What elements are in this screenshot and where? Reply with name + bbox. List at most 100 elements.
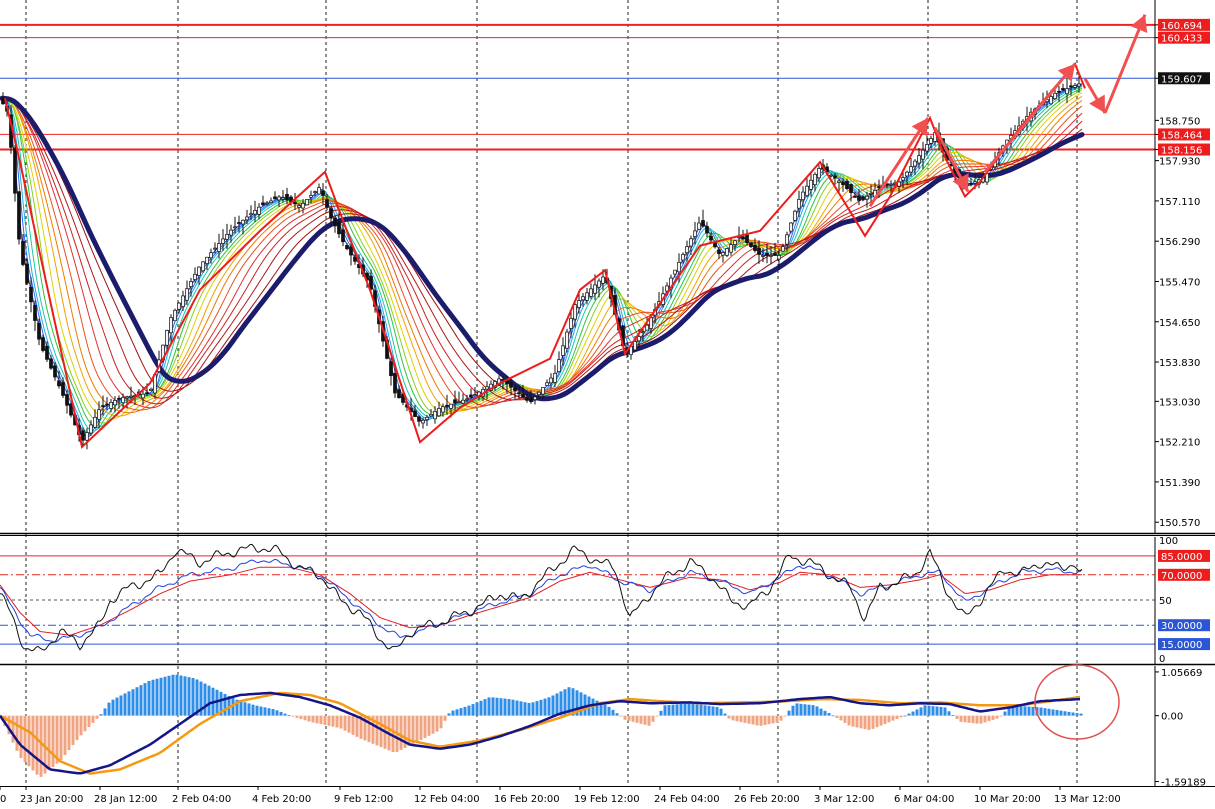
candle-body — [753, 245, 757, 251]
macd-histogram-bar — [915, 709, 919, 716]
macd-histogram-bar — [591, 698, 595, 716]
forecast-arrow-shaft — [983, 62, 1077, 173]
stochastic-level-label: 30.0000 — [1161, 621, 1202, 632]
stochastic-level-tag — [1158, 568, 1210, 581]
price-panel: 160.694 160.433 159.607 158.750 158.464 158.1… — [0, 0, 1215, 786]
candle-body — [177, 302, 181, 310]
macd-histogram-bar — [731, 715, 735, 721]
macd-histogram-bar — [867, 715, 871, 730]
candle-body — [517, 392, 521, 395]
macd-histogram-bar — [691, 703, 695, 716]
time-tick-label: 9 Feb 12:00 — [334, 794, 393, 805]
macd-histogram-bar — [403, 715, 407, 748]
candle-body — [341, 229, 345, 243]
candle-body — [325, 199, 329, 208]
macd-histogram-bar — [599, 702, 603, 716]
candle-body — [21, 241, 25, 265]
macd-histogram-bar — [1051, 709, 1055, 716]
candle-body — [785, 234, 789, 245]
macd-histogram-bar — [767, 715, 771, 725]
price-axis-background — [1155, 0, 1215, 533]
candle-body — [249, 213, 253, 216]
candle-body — [745, 234, 749, 244]
macd-histogram-bar — [791, 705, 795, 716]
macd-histogram-bar — [95, 715, 99, 719]
candle-body — [257, 206, 261, 215]
macd-histogram-bar — [911, 711, 915, 716]
candle-body — [401, 393, 405, 403]
macd-histogram-bar — [579, 692, 583, 716]
macd-histogram-bar — [747, 715, 751, 724]
macd-histogram-bar — [147, 681, 151, 716]
macd-histogram-bar — [523, 702, 527, 716]
macd-histogram-bar — [675, 704, 679, 716]
macd-histogram-bar — [299, 715, 303, 720]
candle-body — [277, 196, 281, 201]
candle-body — [445, 404, 449, 407]
macd-histogram-bar — [87, 715, 91, 728]
candle-body — [789, 222, 793, 232]
stochastic-signal-line — [0, 558, 1083, 643]
macd-histogram-bar — [835, 715, 839, 718]
candle-body — [397, 389, 401, 399]
candle-body — [593, 284, 597, 294]
candle-body — [521, 393, 525, 398]
candle-body — [741, 236, 745, 240]
candle-body — [1069, 85, 1073, 88]
macd-histogram-bar — [1059, 710, 1063, 716]
candle-body — [733, 240, 737, 245]
macd-histogram-bar — [935, 706, 939, 716]
macd-histogram-bar — [355, 715, 359, 737]
macd-histogram-bar — [519, 701, 523, 716]
candle-body — [525, 396, 529, 401]
candle-body — [173, 309, 177, 322]
macd-histogram-bar — [423, 715, 427, 738]
macd-histogram-bar — [295, 715, 299, 718]
candle-body — [793, 210, 797, 221]
candle-body — [545, 382, 549, 386]
macd-tick-label: -1.59189 — [1161, 778, 1206, 789]
macd-histogram-bar — [871, 715, 875, 729]
macd-histogram-bar — [115, 697, 119, 716]
macd-axis-background — [1155, 666, 1215, 786]
macd-histogram-bar — [471, 704, 475, 716]
macd-histogram-bar — [855, 715, 859, 728]
macd-histogram-bar — [459, 708, 463, 716]
macd-histogram-bar — [131, 689, 135, 716]
macd-histogram-bar — [879, 715, 883, 726]
candle-body — [469, 394, 473, 398]
macd-histogram-bar — [371, 715, 375, 744]
macd-histogram-bar — [827, 713, 831, 716]
candle-body — [805, 185, 809, 197]
candle-body — [677, 261, 681, 273]
candle-body — [105, 403, 109, 406]
price-level-label: 160.694 — [1161, 21, 1202, 32]
macd-histogram-bar — [891, 715, 895, 721]
macd-histogram-bar — [431, 715, 435, 734]
macd-histogram-bar — [843, 715, 847, 723]
candle-body — [37, 322, 41, 340]
candle-body — [461, 399, 465, 404]
candle-body — [433, 411, 437, 420]
macd-histogram-bar — [495, 697, 499, 716]
candle-body — [1065, 88, 1069, 95]
candle-body — [13, 147, 17, 194]
candle-body — [725, 248, 729, 256]
macd-histogram-bar — [415, 715, 419, 742]
macd-histogram-bar — [463, 706, 467, 716]
macd-histogram-bar — [699, 704, 703, 716]
price-tick-label: 156.290 — [1159, 237, 1200, 248]
candle-body — [777, 255, 781, 260]
candle-body — [421, 419, 425, 424]
candle-body — [509, 382, 513, 388]
candle-body — [69, 403, 73, 416]
candle-body — [369, 275, 373, 290]
macd-histogram-bar — [1015, 705, 1019, 716]
candle-body — [281, 197, 285, 200]
candle-body — [93, 416, 97, 428]
macd-histogram-bar — [499, 698, 503, 716]
macd-histogram-bar — [319, 715, 323, 725]
candle-body — [45, 345, 49, 360]
macd-histogram-bar — [283, 713, 287, 716]
candle-body — [533, 396, 537, 400]
